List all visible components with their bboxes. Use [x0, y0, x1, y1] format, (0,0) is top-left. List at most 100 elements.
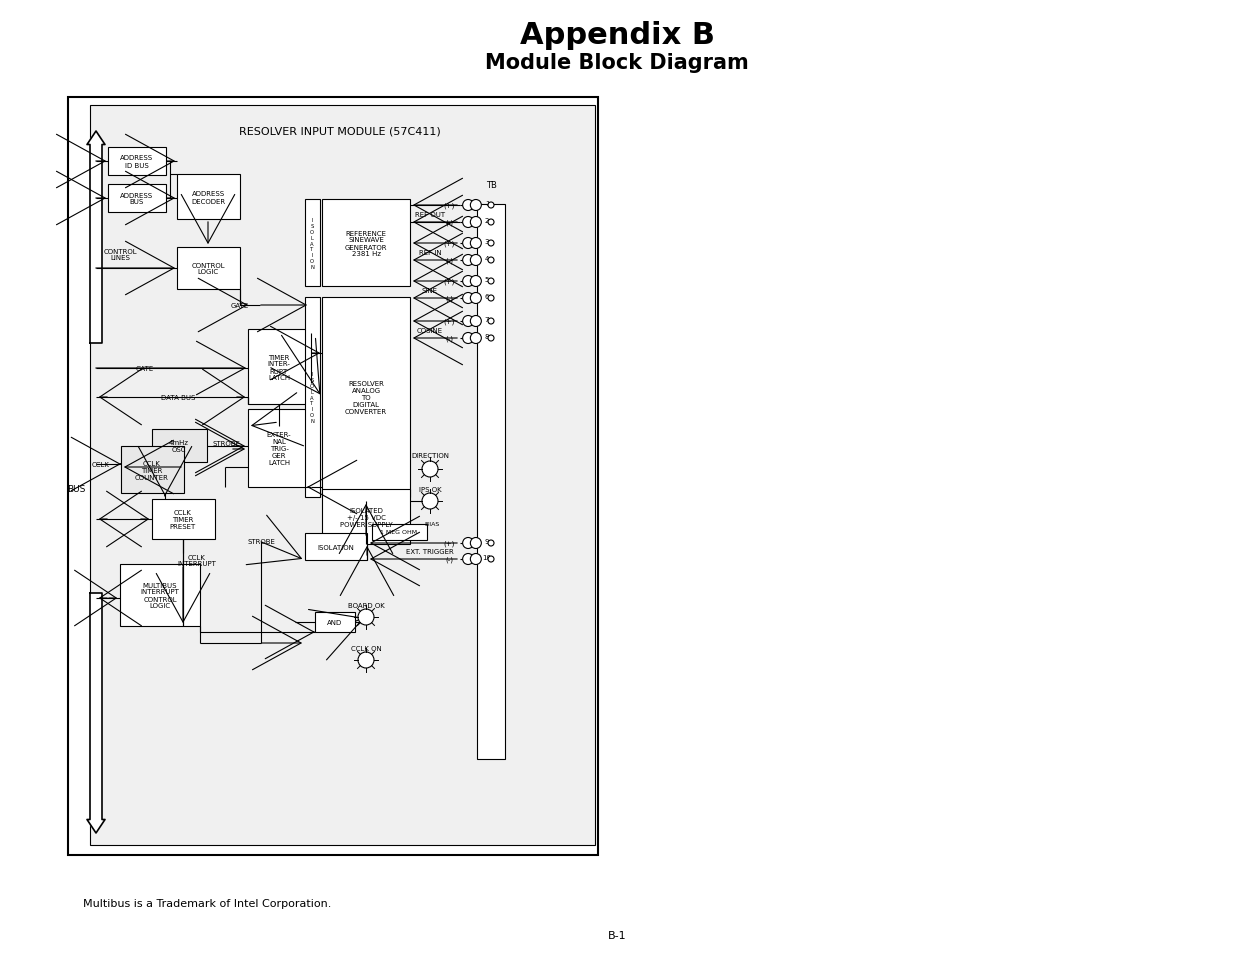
Circle shape: [488, 278, 494, 285]
Bar: [248, 330, 311, 405]
Bar: [305, 534, 367, 560]
Text: (+): (+): [443, 318, 454, 325]
Circle shape: [463, 554, 474, 565]
Text: REF OUT: REF OUT: [415, 212, 445, 218]
Circle shape: [463, 276, 474, 287]
Circle shape: [488, 557, 494, 562]
Text: COSINE: COSINE: [417, 328, 443, 334]
Bar: [372, 524, 427, 540]
Text: 3: 3: [485, 239, 489, 245]
Circle shape: [422, 461, 438, 477]
Bar: [120, 564, 200, 626]
Text: 6: 6: [485, 294, 489, 299]
Text: IPS OK: IPS OK: [419, 486, 441, 493]
Text: EXTER-
NAL
TRIG-
GER
LATCH: EXTER- NAL TRIG- GER LATCH: [267, 432, 291, 465]
Circle shape: [488, 335, 494, 341]
Text: CCLK
INTERRUPT: CCLK INTERRUPT: [178, 554, 216, 567]
Text: CCLK
TIMER
COUNTER: CCLK TIMER COUNTER: [135, 460, 169, 480]
Text: (+): (+): [443, 278, 454, 285]
Text: 10: 10: [483, 555, 492, 560]
Circle shape: [463, 537, 474, 549]
Polygon shape: [86, 132, 105, 344]
Circle shape: [488, 318, 494, 325]
Circle shape: [422, 494, 438, 510]
Circle shape: [471, 334, 482, 344]
Text: MULTIBUS
INTERRUPT
CONTROL
LOGIC: MULTIBUS INTERRUPT CONTROL LOGIC: [141, 582, 179, 609]
Text: 5: 5: [485, 276, 489, 283]
Bar: [305, 200, 320, 287]
Text: -BIAS: -BIAS: [424, 521, 440, 526]
Text: Appendix B: Appendix B: [520, 20, 715, 50]
Text: CONTROL
LOGIC: CONTROL LOGIC: [191, 262, 225, 275]
Circle shape: [488, 220, 494, 226]
Circle shape: [471, 294, 482, 304]
Text: (+): (+): [443, 540, 454, 547]
Text: RESOLVER
ANALOG
TO
DIGITAL
CONVERTER: RESOLVER ANALOG TO DIGITAL CONVERTER: [345, 380, 387, 415]
Circle shape: [471, 255, 482, 266]
Text: I
S
O
L
A
T
I
O
N: I S O L A T I O N: [310, 218, 314, 270]
Text: (-): (-): [445, 557, 453, 562]
Text: ISOLATED
+/- 15 VDC
POWER SUPPLY: ISOLATED +/- 15 VDC POWER SUPPLY: [340, 507, 393, 527]
Bar: [322, 297, 410, 497]
Text: CONTROL
LINES: CONTROL LINES: [104, 248, 137, 261]
Text: Multibus is a Trademark of Intel Corporation.: Multibus is a Trademark of Intel Corpora…: [83, 898, 331, 908]
Text: 4: 4: [485, 255, 489, 262]
Circle shape: [471, 276, 482, 287]
Text: ADDRESS
DECODER: ADDRESS DECODER: [191, 192, 225, 204]
Bar: [177, 174, 240, 220]
Circle shape: [471, 200, 482, 212]
Circle shape: [488, 257, 494, 264]
Text: 1: 1: [485, 201, 489, 207]
Text: DATA BUS: DATA BUS: [161, 395, 195, 400]
Text: I
S
O
L
A
T
I
O
N: I S O L A T I O N: [310, 372, 314, 423]
Text: REFERENCE
SINEWAVE
GENERATOR
2381 Hz: REFERENCE SINEWAVE GENERATOR 2381 Hz: [345, 231, 388, 257]
Circle shape: [463, 316, 474, 327]
Polygon shape: [86, 594, 105, 833]
Text: B-1: B-1: [608, 930, 626, 940]
Bar: [248, 410, 311, 488]
Bar: [107, 148, 165, 175]
Text: STROBE: STROBE: [212, 440, 240, 447]
Text: TIMER
INTER-
RUPT
LATCH: TIMER INTER- RUPT LATCH: [268, 355, 290, 381]
Bar: [177, 248, 240, 290]
Circle shape: [488, 203, 494, 209]
Text: (-): (-): [445, 219, 453, 226]
Bar: [152, 430, 207, 462]
Circle shape: [488, 241, 494, 247]
Text: (+): (+): [443, 240, 454, 247]
Bar: [322, 200, 410, 287]
Circle shape: [488, 540, 494, 546]
Bar: [315, 613, 354, 633]
Circle shape: [463, 255, 474, 266]
Text: EXT. TRIGGER: EXT. TRIGGER: [406, 548, 454, 555]
Text: DIRECTION: DIRECTION: [411, 453, 450, 458]
Circle shape: [471, 238, 482, 250]
Circle shape: [463, 238, 474, 250]
Circle shape: [488, 295, 494, 302]
Bar: [121, 447, 184, 494]
Circle shape: [358, 609, 374, 625]
Text: GATE: GATE: [231, 303, 249, 309]
Bar: [477, 205, 505, 760]
Text: TB: TB: [485, 181, 496, 191]
Circle shape: [463, 217, 474, 229]
Circle shape: [471, 537, 482, 549]
Text: ADDRESS
ID BUS: ADDRESS ID BUS: [121, 155, 153, 169]
Bar: [90, 106, 595, 845]
Text: 7: 7: [485, 316, 489, 323]
Text: SINE: SINE: [422, 288, 438, 294]
Bar: [68, 98, 598, 855]
Text: BOARD OK: BOARD OK: [347, 602, 384, 608]
Circle shape: [471, 217, 482, 229]
Text: 9: 9: [485, 538, 489, 544]
Text: (-): (-): [445, 335, 453, 342]
Text: CCLK ON: CCLK ON: [351, 645, 382, 651]
Text: ISOLATION: ISOLATION: [317, 544, 354, 551]
Circle shape: [471, 554, 482, 565]
Text: (-): (-): [445, 295, 453, 302]
Text: 4mHz
OSC: 4mHz OSC: [169, 440, 189, 453]
Text: CCLK: CCLK: [93, 461, 110, 468]
Text: AND: AND: [327, 619, 342, 625]
Text: ADDRESS
BUS: ADDRESS BUS: [121, 193, 153, 205]
Text: (-): (-): [445, 257, 453, 264]
